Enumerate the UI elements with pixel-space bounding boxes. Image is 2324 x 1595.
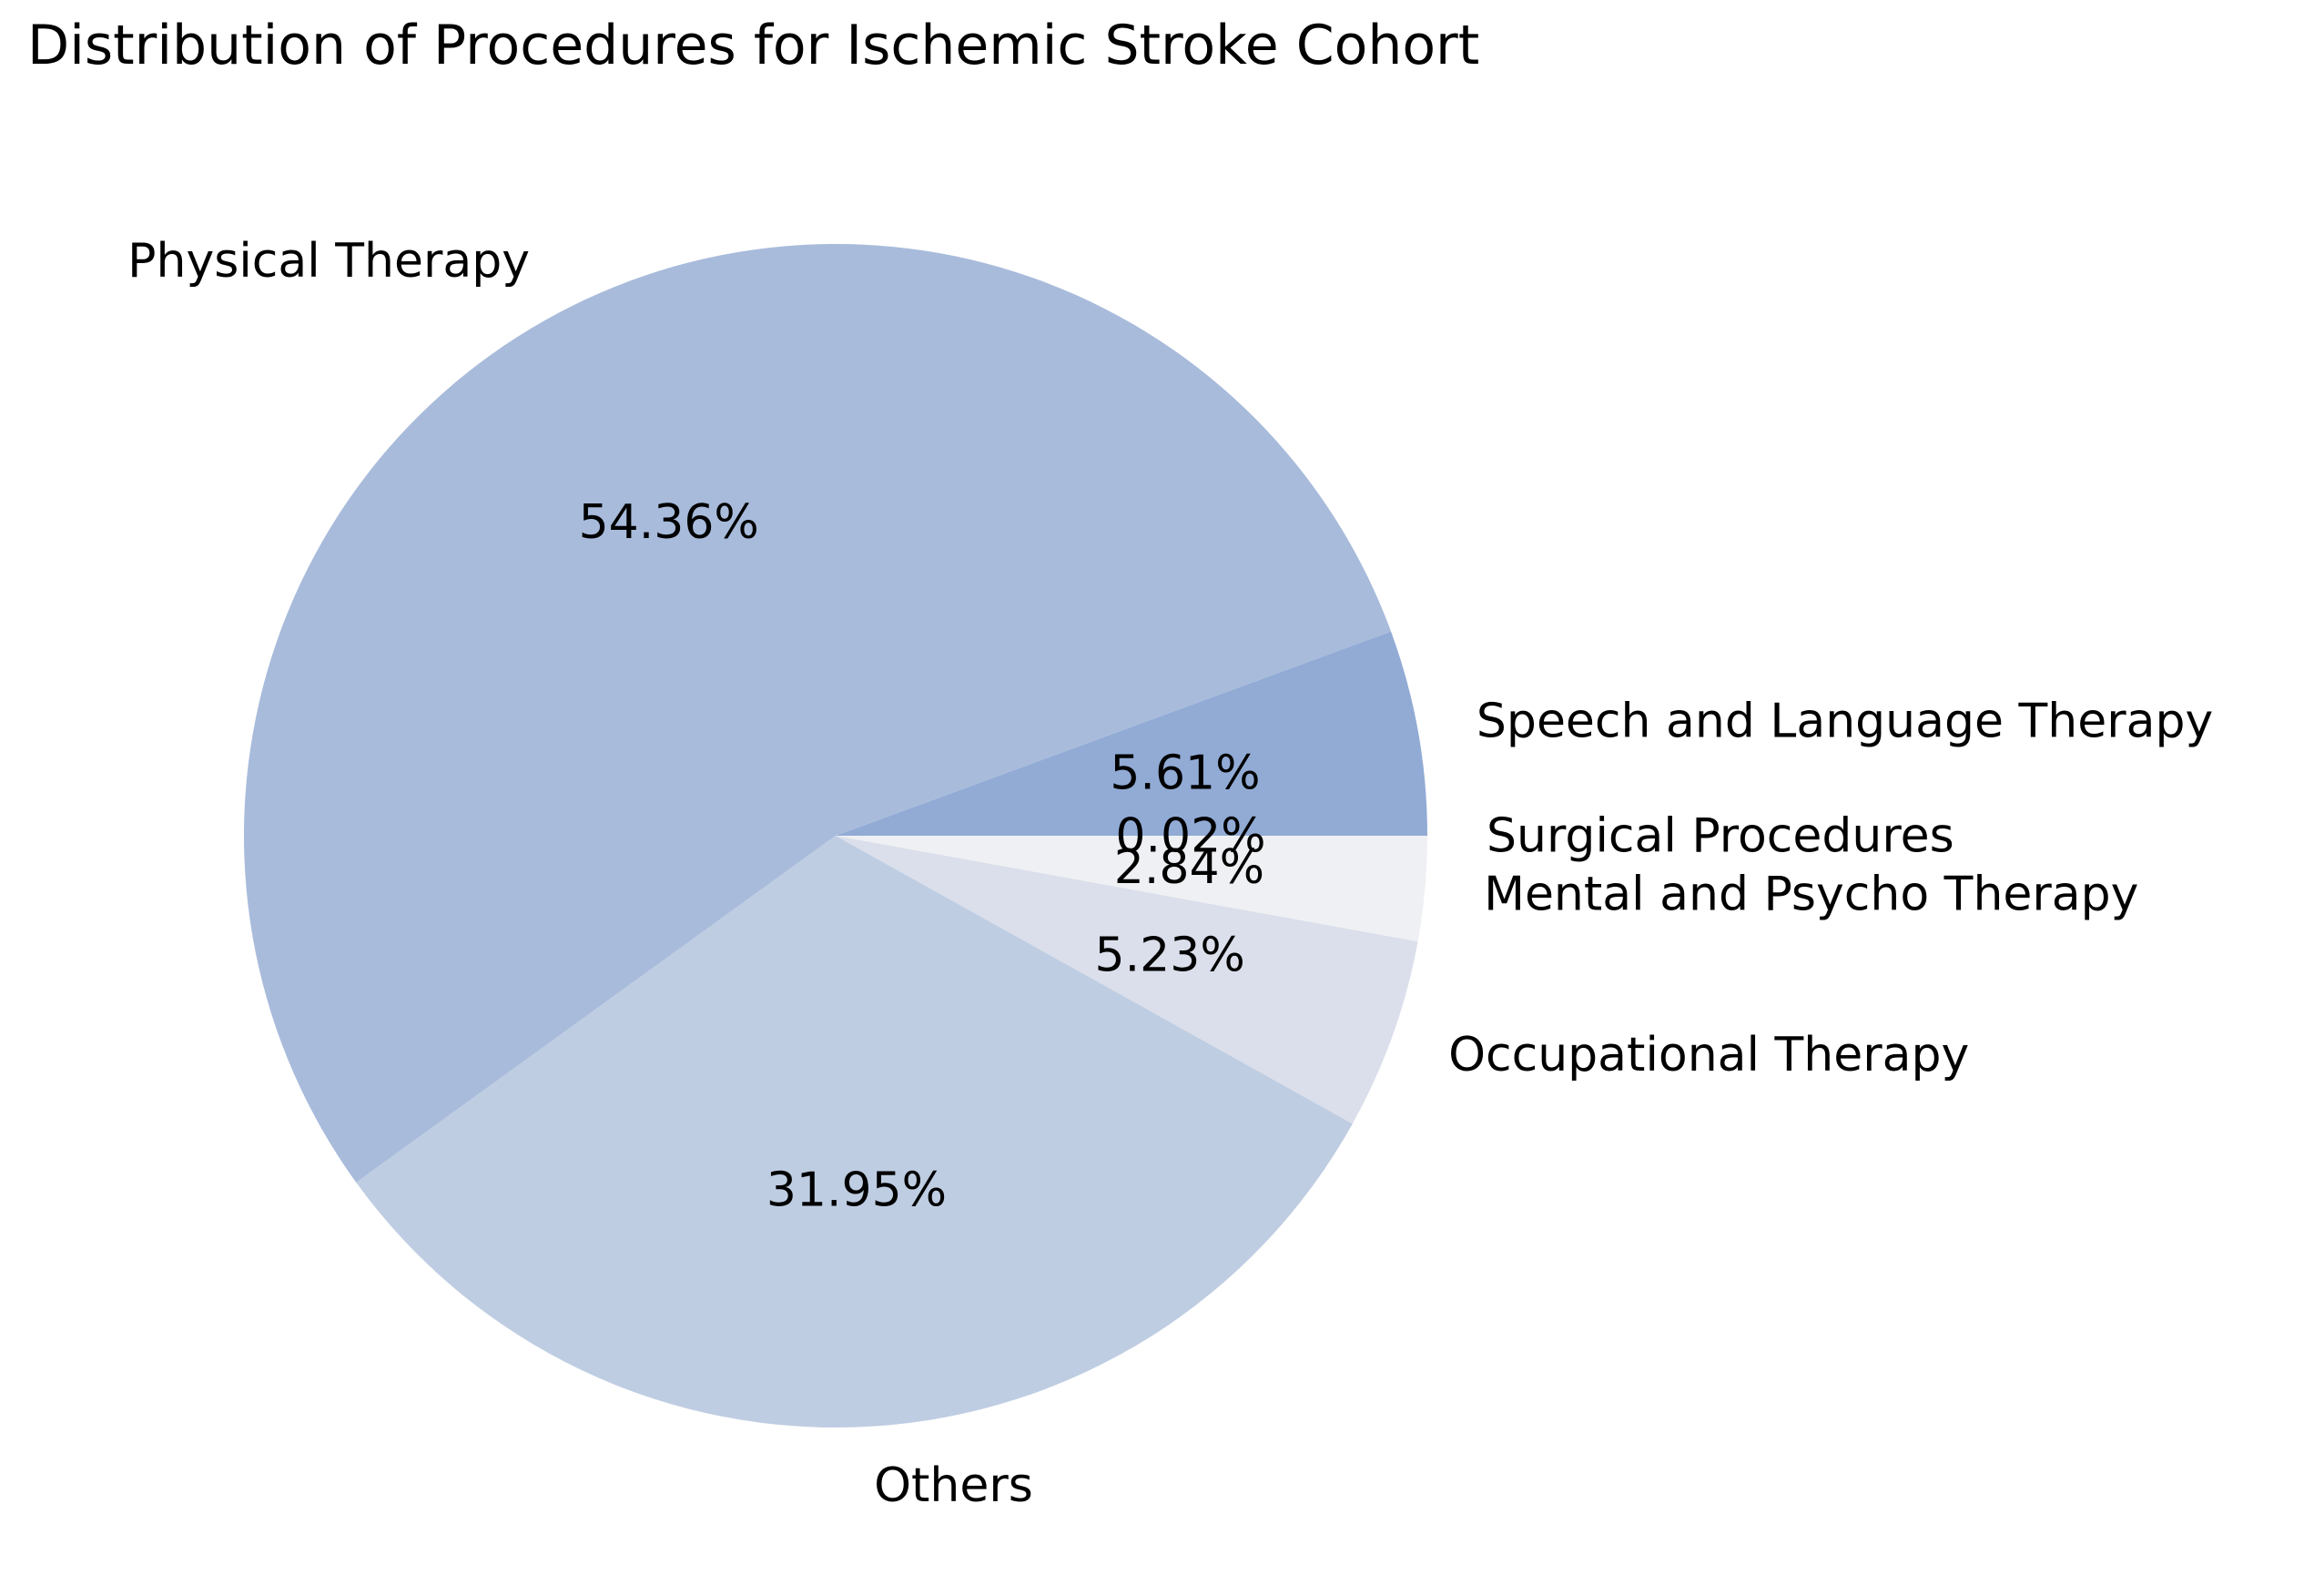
pie-slice-physical-therapy [243, 243, 1392, 1183]
slice-labels: Speech and Language Therapy Physical Ther… [127, 234, 2213, 1513]
pct-label-surgical-procedures: 0.02% [1115, 808, 1265, 863]
slice-label-physical-therapy: Physical Therapy [127, 234, 530, 289]
pie-slice-mental-and-psycho-therapy [836, 836, 1427, 942]
pie-slices [243, 243, 1428, 1428]
chart-title: Distribution of Procedures for Ischemic … [27, 14, 1480, 77]
pct-label-speech-and-language-therapy: 5.61% [1110, 747, 1260, 801]
pie-slice-others [356, 836, 1353, 1428]
pie-slice-speech-and-language-therapy [836, 631, 1427, 836]
pct-label-occupational-therapy: 5.23% [1095, 929, 1245, 983]
pct-label-physical-therapy: 54.36% [579, 495, 759, 550]
pie-slice-occupational-therapy [836, 836, 1418, 1124]
pct-label-others: 31.95% [766, 1163, 947, 1217]
slice-label-others: Others [874, 1458, 1033, 1513]
slice-label-occupational-therapy: Occupational Therapy [1448, 1028, 1969, 1082]
percent-labels: 5.61% 54.36% 31.95% 5.23% 2.84%0.02% [579, 495, 1266, 1218]
pie-slice-surgical-procedures [836, 836, 1428, 837]
slice-label-surgical-procedures: Surgical Procedures [1487, 808, 1954, 863]
pct-label-mental-and-psycho-therapy: 2.84% [1114, 840, 1264, 895]
slice-label-speech-and-language-therapy: Speech and Language Therapy [1477, 695, 2213, 749]
slice-label-mental-and-psycho-therapy: Mental and Psycho Therapy [1484, 868, 2138, 922]
